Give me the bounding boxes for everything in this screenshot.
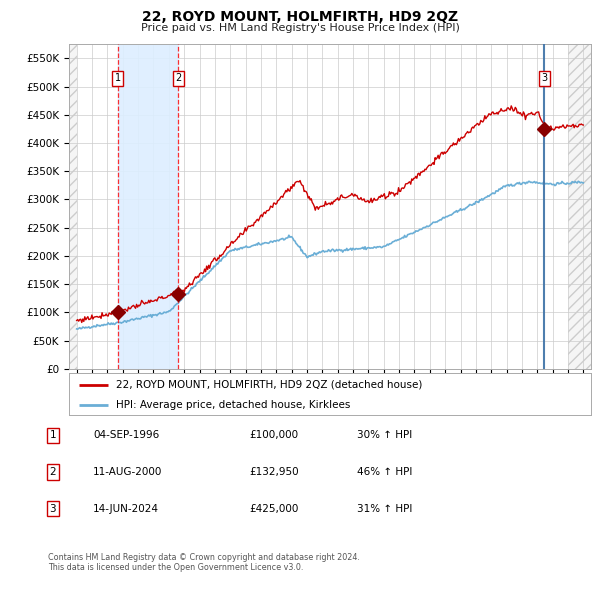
Text: 30% ↑ HPI: 30% ↑ HPI (357, 431, 412, 440)
Text: 31% ↑ HPI: 31% ↑ HPI (357, 504, 412, 513)
Text: Contains HM Land Registry data © Crown copyright and database right 2024.: Contains HM Land Registry data © Crown c… (48, 553, 360, 562)
Text: 2: 2 (175, 73, 181, 83)
Bar (69, 44, 77, 369)
Text: 46% ↑ HPI: 46% ↑ HPI (357, 467, 412, 477)
Bar (568, 44, 591, 369)
Text: 22, ROYD MOUNT, HOLMFIRTH, HD9 2QZ (detached house): 22, ROYD MOUNT, HOLMFIRTH, HD9 2QZ (deta… (116, 380, 422, 390)
Text: 11-AUG-2000: 11-AUG-2000 (93, 467, 163, 477)
Text: 3: 3 (49, 504, 56, 513)
Text: Price paid vs. HM Land Registry's House Price Index (HPI): Price paid vs. HM Land Registry's House … (140, 23, 460, 33)
Text: 2: 2 (49, 467, 56, 477)
Text: £132,950: £132,950 (249, 467, 299, 477)
Bar (568, 44, 591, 369)
Text: 14-JUN-2024: 14-JUN-2024 (93, 504, 159, 513)
Bar (118, 44, 178, 369)
Text: 1: 1 (49, 431, 56, 440)
Text: 22, ROYD MOUNT, HOLMFIRTH, HD9 2QZ: 22, ROYD MOUNT, HOLMFIRTH, HD9 2QZ (142, 10, 458, 24)
Text: £425,000: £425,000 (249, 504, 298, 513)
Text: £100,000: £100,000 (249, 431, 298, 440)
Text: HPI: Average price, detached house, Kirklees: HPI: Average price, detached house, Kirk… (116, 400, 350, 409)
Text: This data is licensed under the Open Government Licence v3.0.: This data is licensed under the Open Gov… (48, 563, 304, 572)
Text: 1: 1 (115, 73, 121, 83)
Text: 04-SEP-1996: 04-SEP-1996 (93, 431, 159, 440)
Bar (69, 44, 77, 369)
Text: 3: 3 (541, 73, 547, 83)
